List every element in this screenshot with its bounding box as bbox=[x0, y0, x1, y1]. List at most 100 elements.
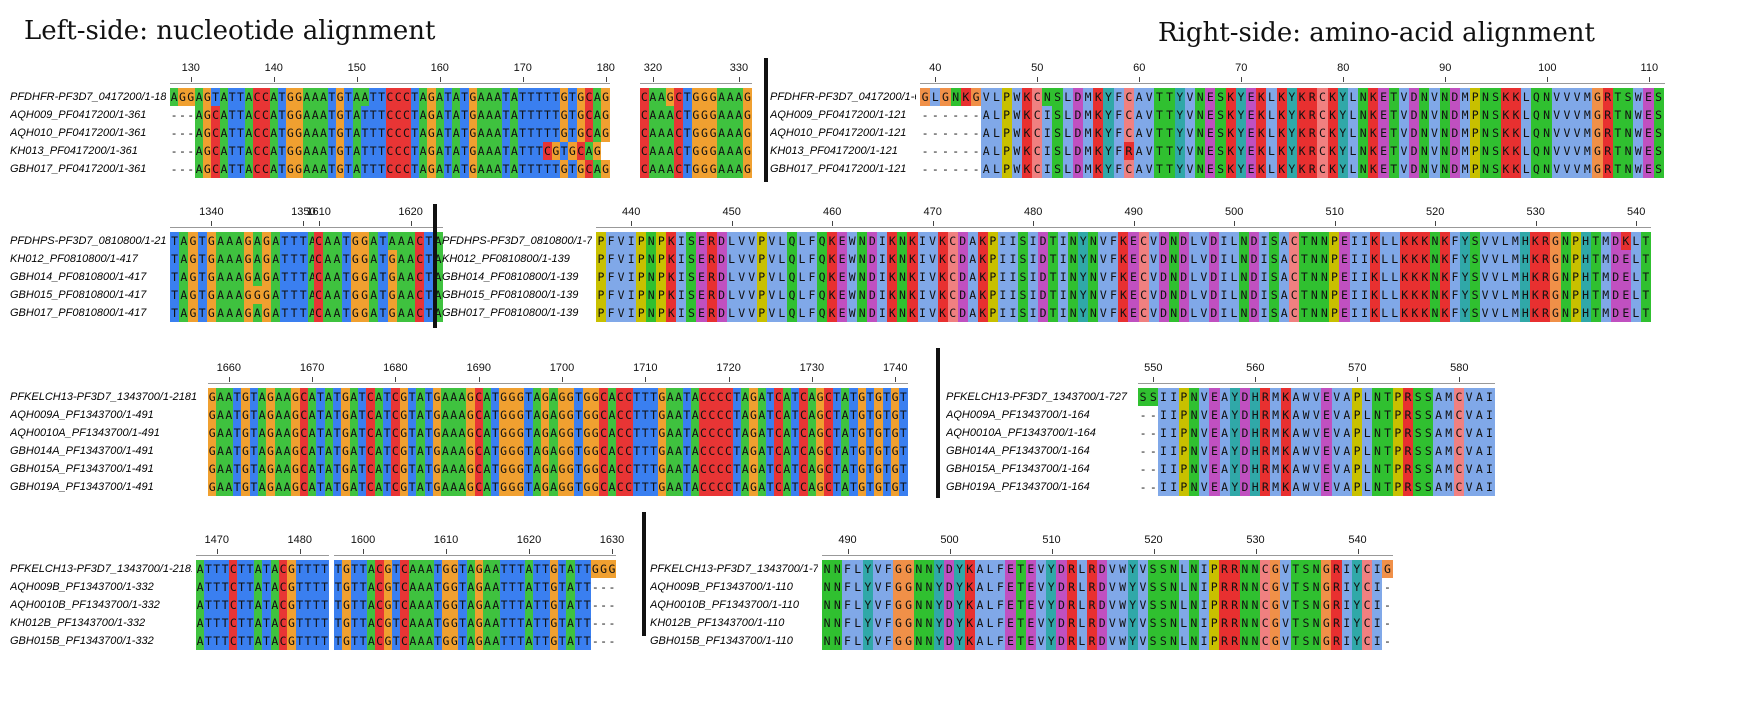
residue: C bbox=[707, 424, 717, 442]
residue: P bbox=[1392, 442, 1403, 460]
residue: T bbox=[407, 442, 417, 460]
sequence-name: PFKELCH13-PF3D7_1343700/1-2181 bbox=[10, 563, 192, 575]
residue: P bbox=[1209, 578, 1220, 596]
residue: A bbox=[452, 88, 461, 106]
residue: K bbox=[1510, 106, 1522, 124]
residue: V bbox=[927, 250, 938, 268]
residue: C bbox=[640, 88, 649, 106]
residue: V bbox=[1480, 232, 1491, 250]
residue: N bbox=[1068, 286, 1079, 304]
residue: C bbox=[252, 142, 262, 160]
residue: L bbox=[1379, 286, 1390, 304]
residue: D bbox=[957, 286, 968, 304]
residue: C bbox=[1453, 424, 1464, 442]
residue: G bbox=[335, 88, 345, 106]
residue: K bbox=[1021, 142, 1033, 160]
residue: T bbox=[204, 560, 213, 578]
residue: R bbox=[1602, 124, 1613, 142]
residue: A bbox=[323, 304, 333, 322]
residue: T bbox=[849, 478, 858, 496]
residue: M bbox=[1582, 142, 1593, 160]
residue: T bbox=[320, 578, 329, 596]
residue: A bbox=[215, 268, 226, 286]
residue: N bbox=[1419, 160, 1430, 178]
residue: T bbox=[516, 596, 525, 614]
residue: A bbox=[216, 424, 225, 442]
residue: V bbox=[1398, 160, 1409, 178]
residue: A bbox=[274, 406, 283, 424]
residue: G bbox=[206, 304, 216, 322]
residue: L bbox=[726, 232, 737, 250]
residue: C bbox=[774, 442, 783, 460]
residue: F bbox=[995, 578, 1006, 596]
residue: T bbox=[358, 632, 368, 650]
residue: T bbox=[277, 142, 287, 160]
residue: S bbox=[1148, 596, 1159, 614]
residue: A bbox=[476, 142, 486, 160]
residue: Y bbox=[862, 614, 873, 632]
residue: V bbox=[1137, 560, 1148, 578]
residue: A bbox=[691, 478, 700, 496]
residue: T bbox=[533, 632, 542, 650]
residue: N bbox=[1319, 304, 1330, 322]
residue: S bbox=[686, 250, 697, 268]
residue: T bbox=[682, 124, 692, 142]
residue: C bbox=[599, 478, 608, 496]
residue: R bbox=[1540, 250, 1551, 268]
residue: G bbox=[691, 106, 701, 124]
residue: K bbox=[937, 304, 948, 322]
residue: A bbox=[782, 388, 791, 406]
residue: K bbox=[1276, 106, 1287, 124]
residue: K bbox=[1510, 88, 1522, 106]
residue: N bbox=[1560, 250, 1571, 268]
residue: G bbox=[507, 478, 517, 496]
residue: C bbox=[1317, 160, 1328, 178]
residue: A bbox=[244, 160, 253, 178]
sequence-residues: ---AGCATTACCATGGAAATGTATTTCCCTAGATATGAAA… bbox=[170, 124, 610, 142]
residue: L bbox=[1389, 232, 1400, 250]
residue: A bbox=[1219, 460, 1230, 478]
residue: K bbox=[1419, 304, 1430, 322]
residue: A bbox=[725, 124, 735, 142]
residue: G bbox=[266, 424, 275, 442]
residue: V bbox=[616, 304, 627, 322]
residue: L bbox=[1347, 124, 1359, 142]
residue: N bbox=[1480, 124, 1491, 142]
residue: V bbox=[1098, 250, 1109, 268]
residue: T bbox=[262, 560, 271, 578]
residue: D bbox=[1056, 578, 1067, 596]
ruler-tick-label: 500 bbox=[1224, 206, 1244, 218]
residue: - bbox=[187, 144, 195, 158]
residue: A bbox=[349, 460, 358, 478]
residue: P bbox=[1570, 250, 1581, 268]
residue: N bbox=[857, 304, 868, 322]
residue: V bbox=[872, 632, 884, 650]
residue: C bbox=[799, 388, 808, 406]
residue: T bbox=[1590, 268, 1601, 286]
residue: K bbox=[1093, 124, 1104, 142]
residue: G bbox=[203, 88, 212, 106]
residue: T bbox=[632, 442, 642, 460]
residue: Q bbox=[786, 304, 797, 322]
residue: N bbox=[1195, 106, 1206, 124]
residue: T bbox=[232, 460, 242, 478]
divider-dhps bbox=[433, 204, 437, 328]
residue: V bbox=[1429, 160, 1440, 178]
residue: T bbox=[649, 460, 658, 478]
residue: G bbox=[857, 406, 866, 424]
residue: I bbox=[1349, 250, 1360, 268]
residue: I bbox=[1359, 232, 1370, 250]
residue: N bbox=[1068, 268, 1079, 286]
residue: G bbox=[359, 286, 370, 304]
residue: A bbox=[408, 614, 417, 632]
residue: C bbox=[716, 424, 725, 442]
residue: T bbox=[899, 388, 908, 406]
residue: A bbox=[416, 578, 426, 596]
residue: T bbox=[501, 106, 511, 124]
residue: T bbox=[341, 304, 351, 322]
residue: V bbox=[927, 232, 938, 250]
residue: L bbox=[1630, 286, 1641, 304]
